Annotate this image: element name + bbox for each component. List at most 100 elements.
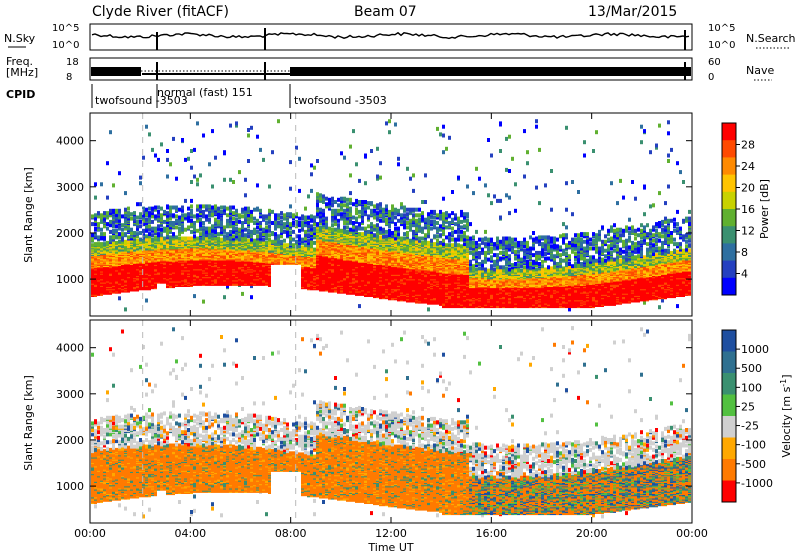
heatmap-cell	[193, 224, 196, 229]
heatmap-cell	[136, 215, 139, 220]
heatmap-cell	[151, 206, 154, 211]
heatmap-cell	[325, 202, 328, 207]
heatmap-cell	[334, 227, 337, 232]
heatmap-cell	[160, 215, 163, 220]
heatmap-cell	[310, 224, 313, 229]
heatmap-cell	[181, 216, 184, 221]
heatmap-cell	[247, 133, 250, 138]
heatmap-cell	[127, 223, 130, 228]
heatmap-cell	[208, 217, 211, 222]
cpid-segment-1: twofsound -3503	[95, 94, 188, 107]
heatmap-cell	[97, 211, 100, 216]
heatmap-cell	[193, 234, 196, 239]
heatmap-cell	[289, 160, 292, 165]
heatmap-cell	[190, 165, 193, 170]
heatmap-cell	[202, 209, 205, 214]
heatmap-cell	[100, 232, 103, 237]
heatmap-cell	[103, 213, 106, 218]
heatmap-cell	[223, 234, 226, 239]
heatmap-cell	[106, 222, 109, 227]
heatmap-cell	[172, 232, 175, 237]
heatmap-cell	[157, 209, 160, 214]
heatmap-cell	[199, 232, 202, 237]
heatmap-cell	[322, 208, 325, 213]
heatmap-cell	[355, 162, 358, 167]
cpid-row: CPID twofsound -3503 normal (fast) 151 t…	[6, 84, 387, 108]
heatmap-cell	[157, 157, 160, 162]
heatmap-cell	[265, 225, 268, 230]
heatmap-cell	[127, 238, 130, 243]
heatmap-cell	[151, 237, 154, 242]
heatmap-cell	[91, 214, 94, 219]
heatmap-cell	[166, 204, 169, 209]
heatmap-cell	[184, 157, 187, 162]
heatmap-cell	[187, 215, 190, 220]
heatmap-cell	[124, 219, 127, 224]
heatmap-cell	[169, 213, 172, 218]
heatmap-cell	[94, 226, 97, 231]
heatmap-cell	[271, 239, 274, 244]
heatmap-cell	[256, 218, 259, 223]
heatmap-cell	[127, 226, 130, 231]
heatmap-cell	[250, 125, 253, 130]
heatmap-cell	[166, 216, 169, 221]
freq-tick-top: 18	[66, 57, 79, 68]
heatmap-cell	[280, 215, 283, 220]
heatmap-cell	[145, 209, 148, 214]
heatmap-cell	[136, 234, 139, 239]
heatmap-cell	[166, 219, 169, 224]
heatmap-cell	[190, 218, 193, 223]
heatmap-cell	[205, 216, 208, 221]
heatmap-cell	[214, 204, 217, 209]
heatmap-cell	[235, 217, 238, 222]
heatmap-cell	[337, 218, 340, 223]
heatmap-cell	[190, 204, 193, 209]
heatmap-cell	[148, 216, 151, 221]
heatmap-cell	[304, 243, 307, 248]
heatmap-cell	[130, 238, 133, 243]
heatmap-cell	[190, 149, 193, 153]
heatmap-cell	[310, 172, 313, 177]
heatmap-cell	[94, 234, 97, 239]
heatmap-cell	[160, 217, 163, 222]
heatmap-cell	[271, 231, 274, 235]
nsky-tick-top: 10^5	[52, 23, 79, 34]
heatmap-cell	[142, 237, 145, 242]
heatmap-cell	[355, 211, 358, 216]
heatmap-cell	[184, 198, 187, 203]
heatmap-cell	[349, 206, 352, 211]
heatmap-cell	[310, 214, 313, 219]
heatmap-cell	[280, 219, 283, 224]
heatmap-cell	[127, 235, 130, 240]
heatmap-cell	[118, 212, 121, 217]
heatmap-cell	[145, 224, 148, 229]
heatmap-cell	[352, 221, 355, 225]
heatmap-cell	[145, 212, 148, 217]
heatmap-cell	[211, 224, 214, 229]
heatmap-cell	[205, 207, 208, 212]
heatmap-cell	[133, 235, 136, 240]
heatmap-cell	[187, 225, 190, 230]
heatmap-cell	[160, 236, 163, 241]
heatmap-cell	[124, 226, 127, 231]
heatmap-cell	[148, 218, 151, 223]
heatmap-cell	[250, 229, 253, 234]
heatmap-cell	[223, 211, 226, 216]
heatmap-cell	[178, 236, 181, 241]
heatmap-cell	[223, 150, 226, 155]
heatmap-cell	[223, 177, 226, 182]
heatmap-cell	[109, 211, 112, 216]
nsky-label: N.Sky	[4, 32, 36, 45]
heatmap-cell	[172, 205, 175, 210]
heatmap-cell	[292, 213, 295, 218]
heatmap-cell	[94, 216, 97, 221]
heatmap-cell	[232, 180, 235, 184]
heatmap-cell	[133, 217, 136, 222]
heatmap-cell	[139, 181, 142, 186]
heatmap-cell	[229, 177, 232, 182]
heatmap-cell	[358, 178, 361, 183]
heatmap-cell	[259, 147, 262, 152]
heatmap-cell	[148, 211, 151, 216]
heatmap-cell	[148, 206, 151, 211]
